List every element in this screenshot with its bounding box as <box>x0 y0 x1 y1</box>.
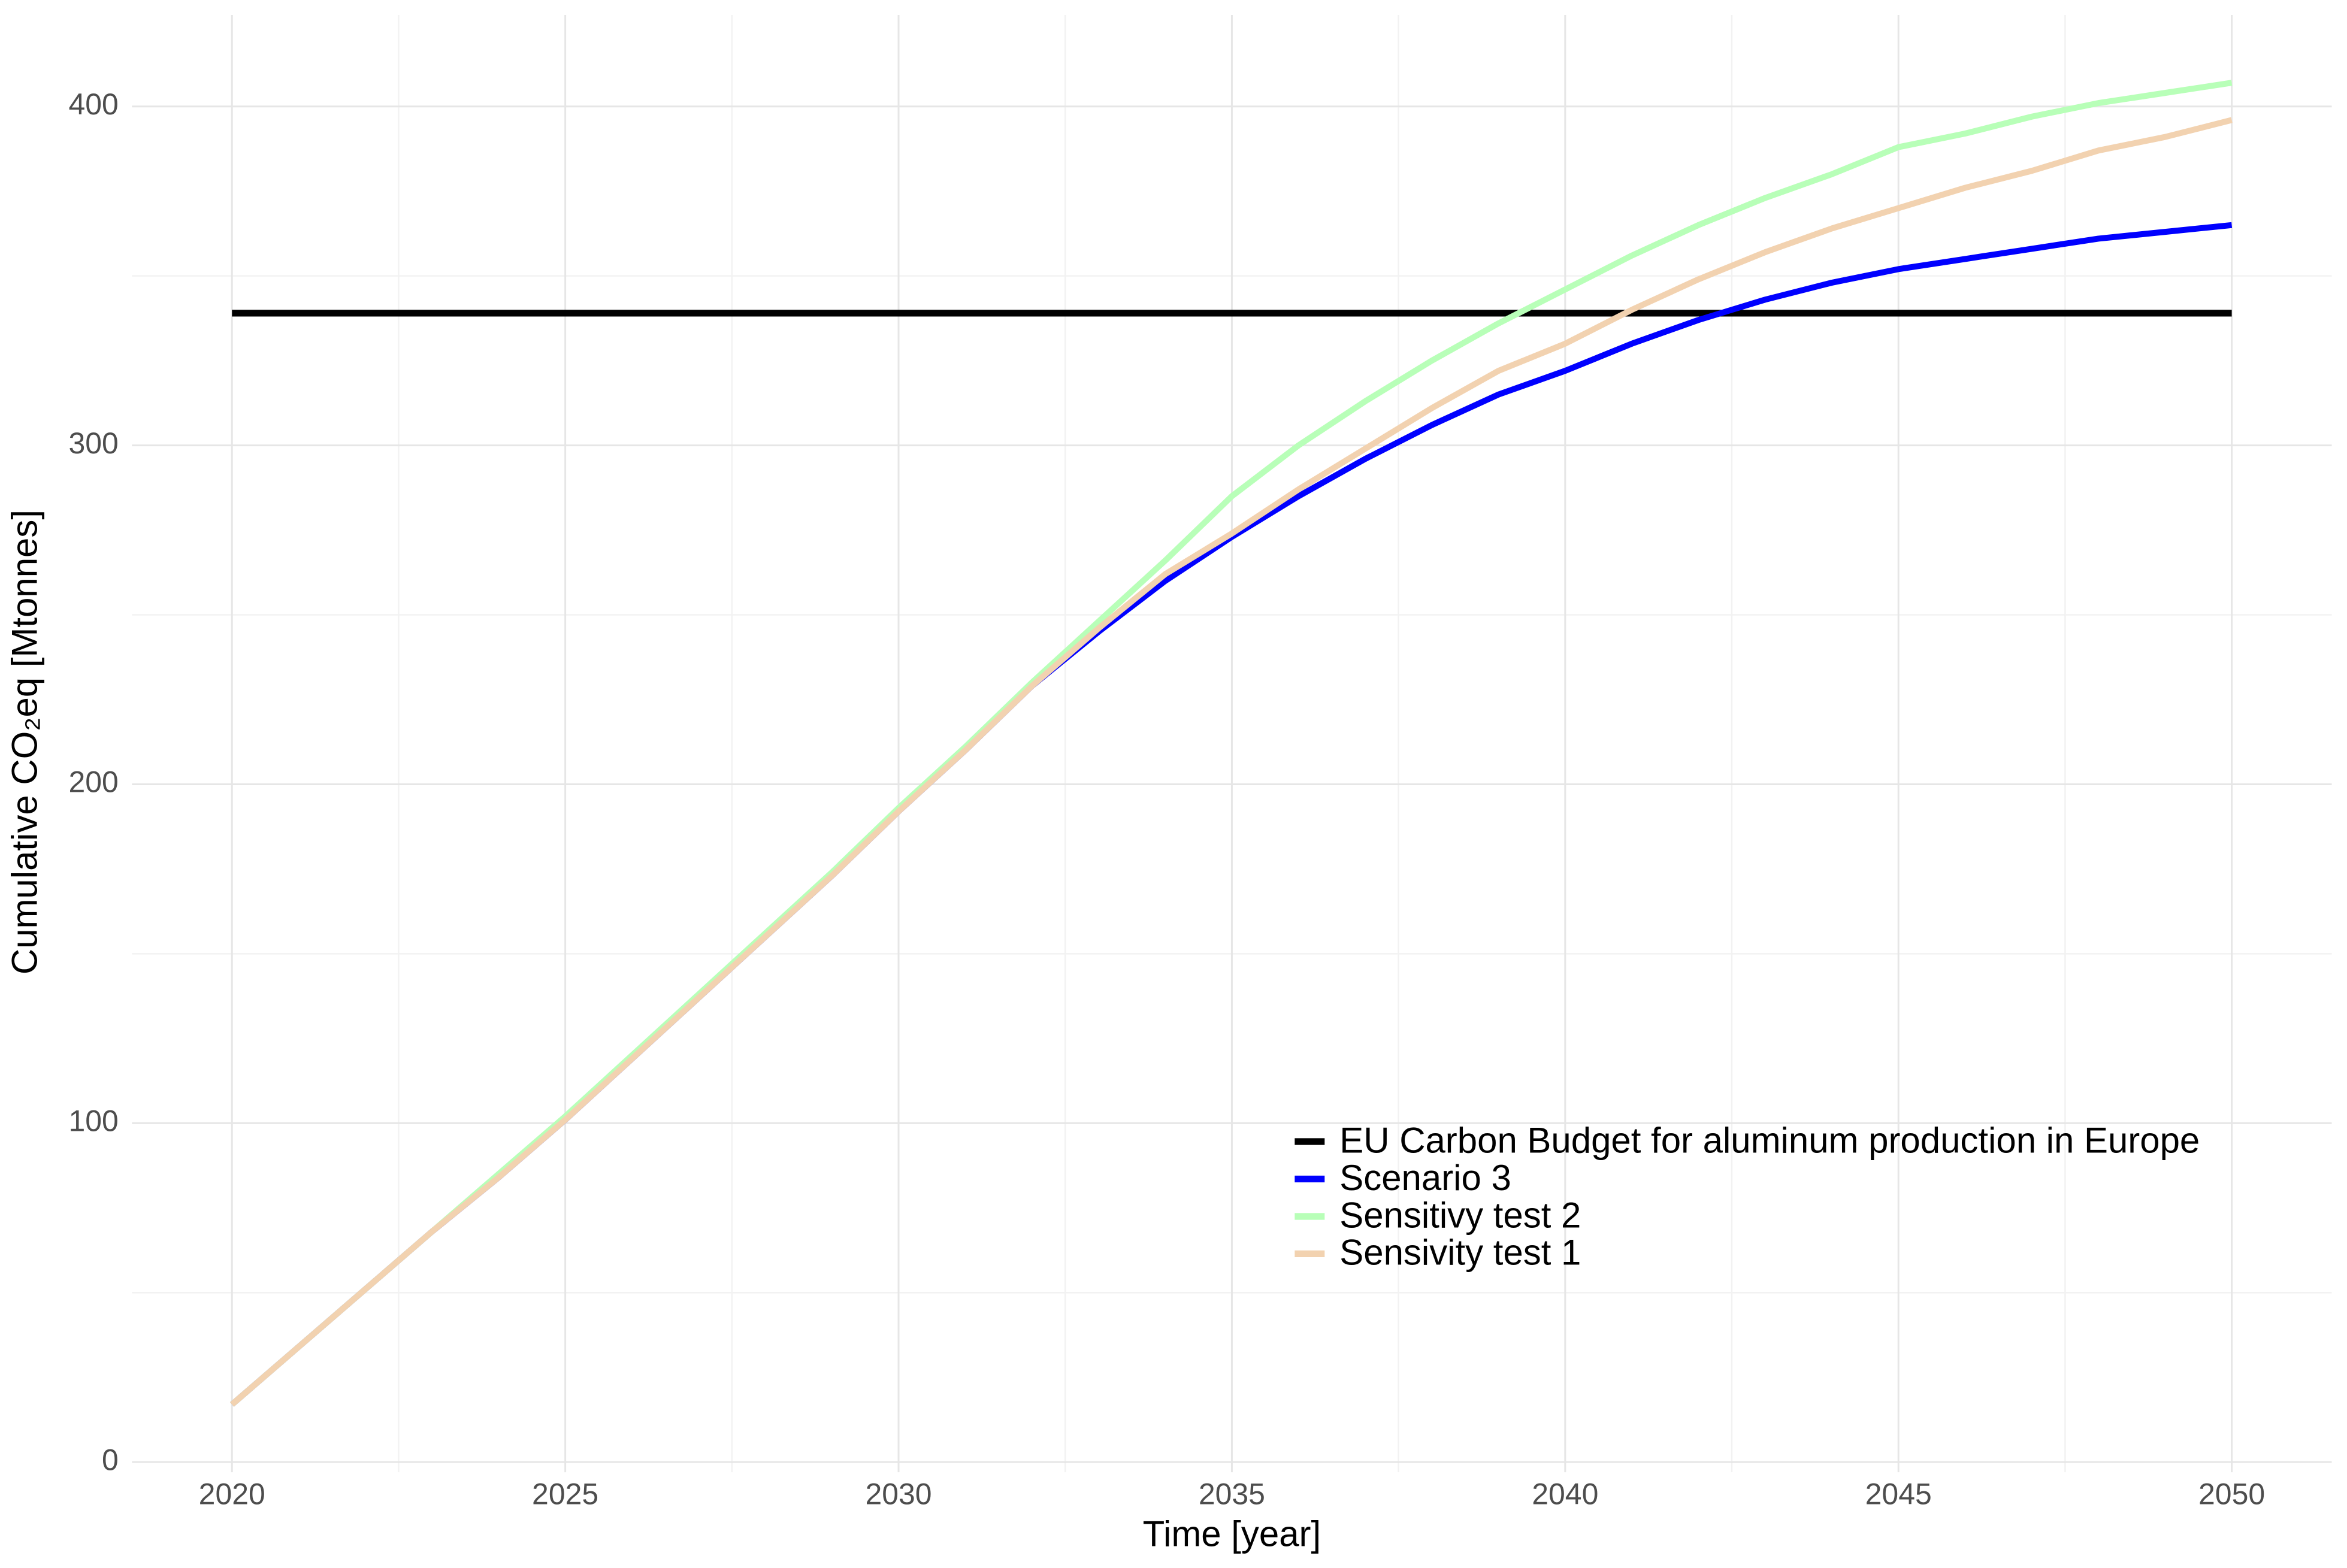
x-tick-label: 2050 <box>2198 1477 2265 1511</box>
legend-label: Scenario 3 <box>1339 1158 1511 1198</box>
y-tick-label: 200 <box>68 765 118 799</box>
x-tick-label: 2035 <box>1199 1477 1265 1511</box>
x-tick-label: 2020 <box>199 1477 265 1511</box>
x-tick-label: 2030 <box>865 1477 931 1511</box>
y-tick-label: 0 <box>102 1443 119 1476</box>
y-tick-label: 300 <box>68 426 118 460</box>
x-tick-label: 2040 <box>1532 1477 1598 1511</box>
x-axis-title: Time [year] <box>1143 1513 1321 1554</box>
x-tick-label: 2045 <box>1865 1477 1932 1511</box>
y-tick-label: 400 <box>68 87 118 121</box>
y-tick-label: 100 <box>68 1104 118 1138</box>
legend-label: Sensitivy test 2 <box>1339 1195 1581 1235</box>
x-tick-label: 2025 <box>532 1477 598 1511</box>
legend-label: EU Carbon Budget for aluminum production… <box>1339 1120 2200 1160</box>
series-line <box>229 117 2233 1407</box>
y-axis-title: Cumulative CO₂eq [Mtonnes] <box>4 510 44 974</box>
legend-label: Sensivity test 1 <box>1339 1233 1581 1273</box>
